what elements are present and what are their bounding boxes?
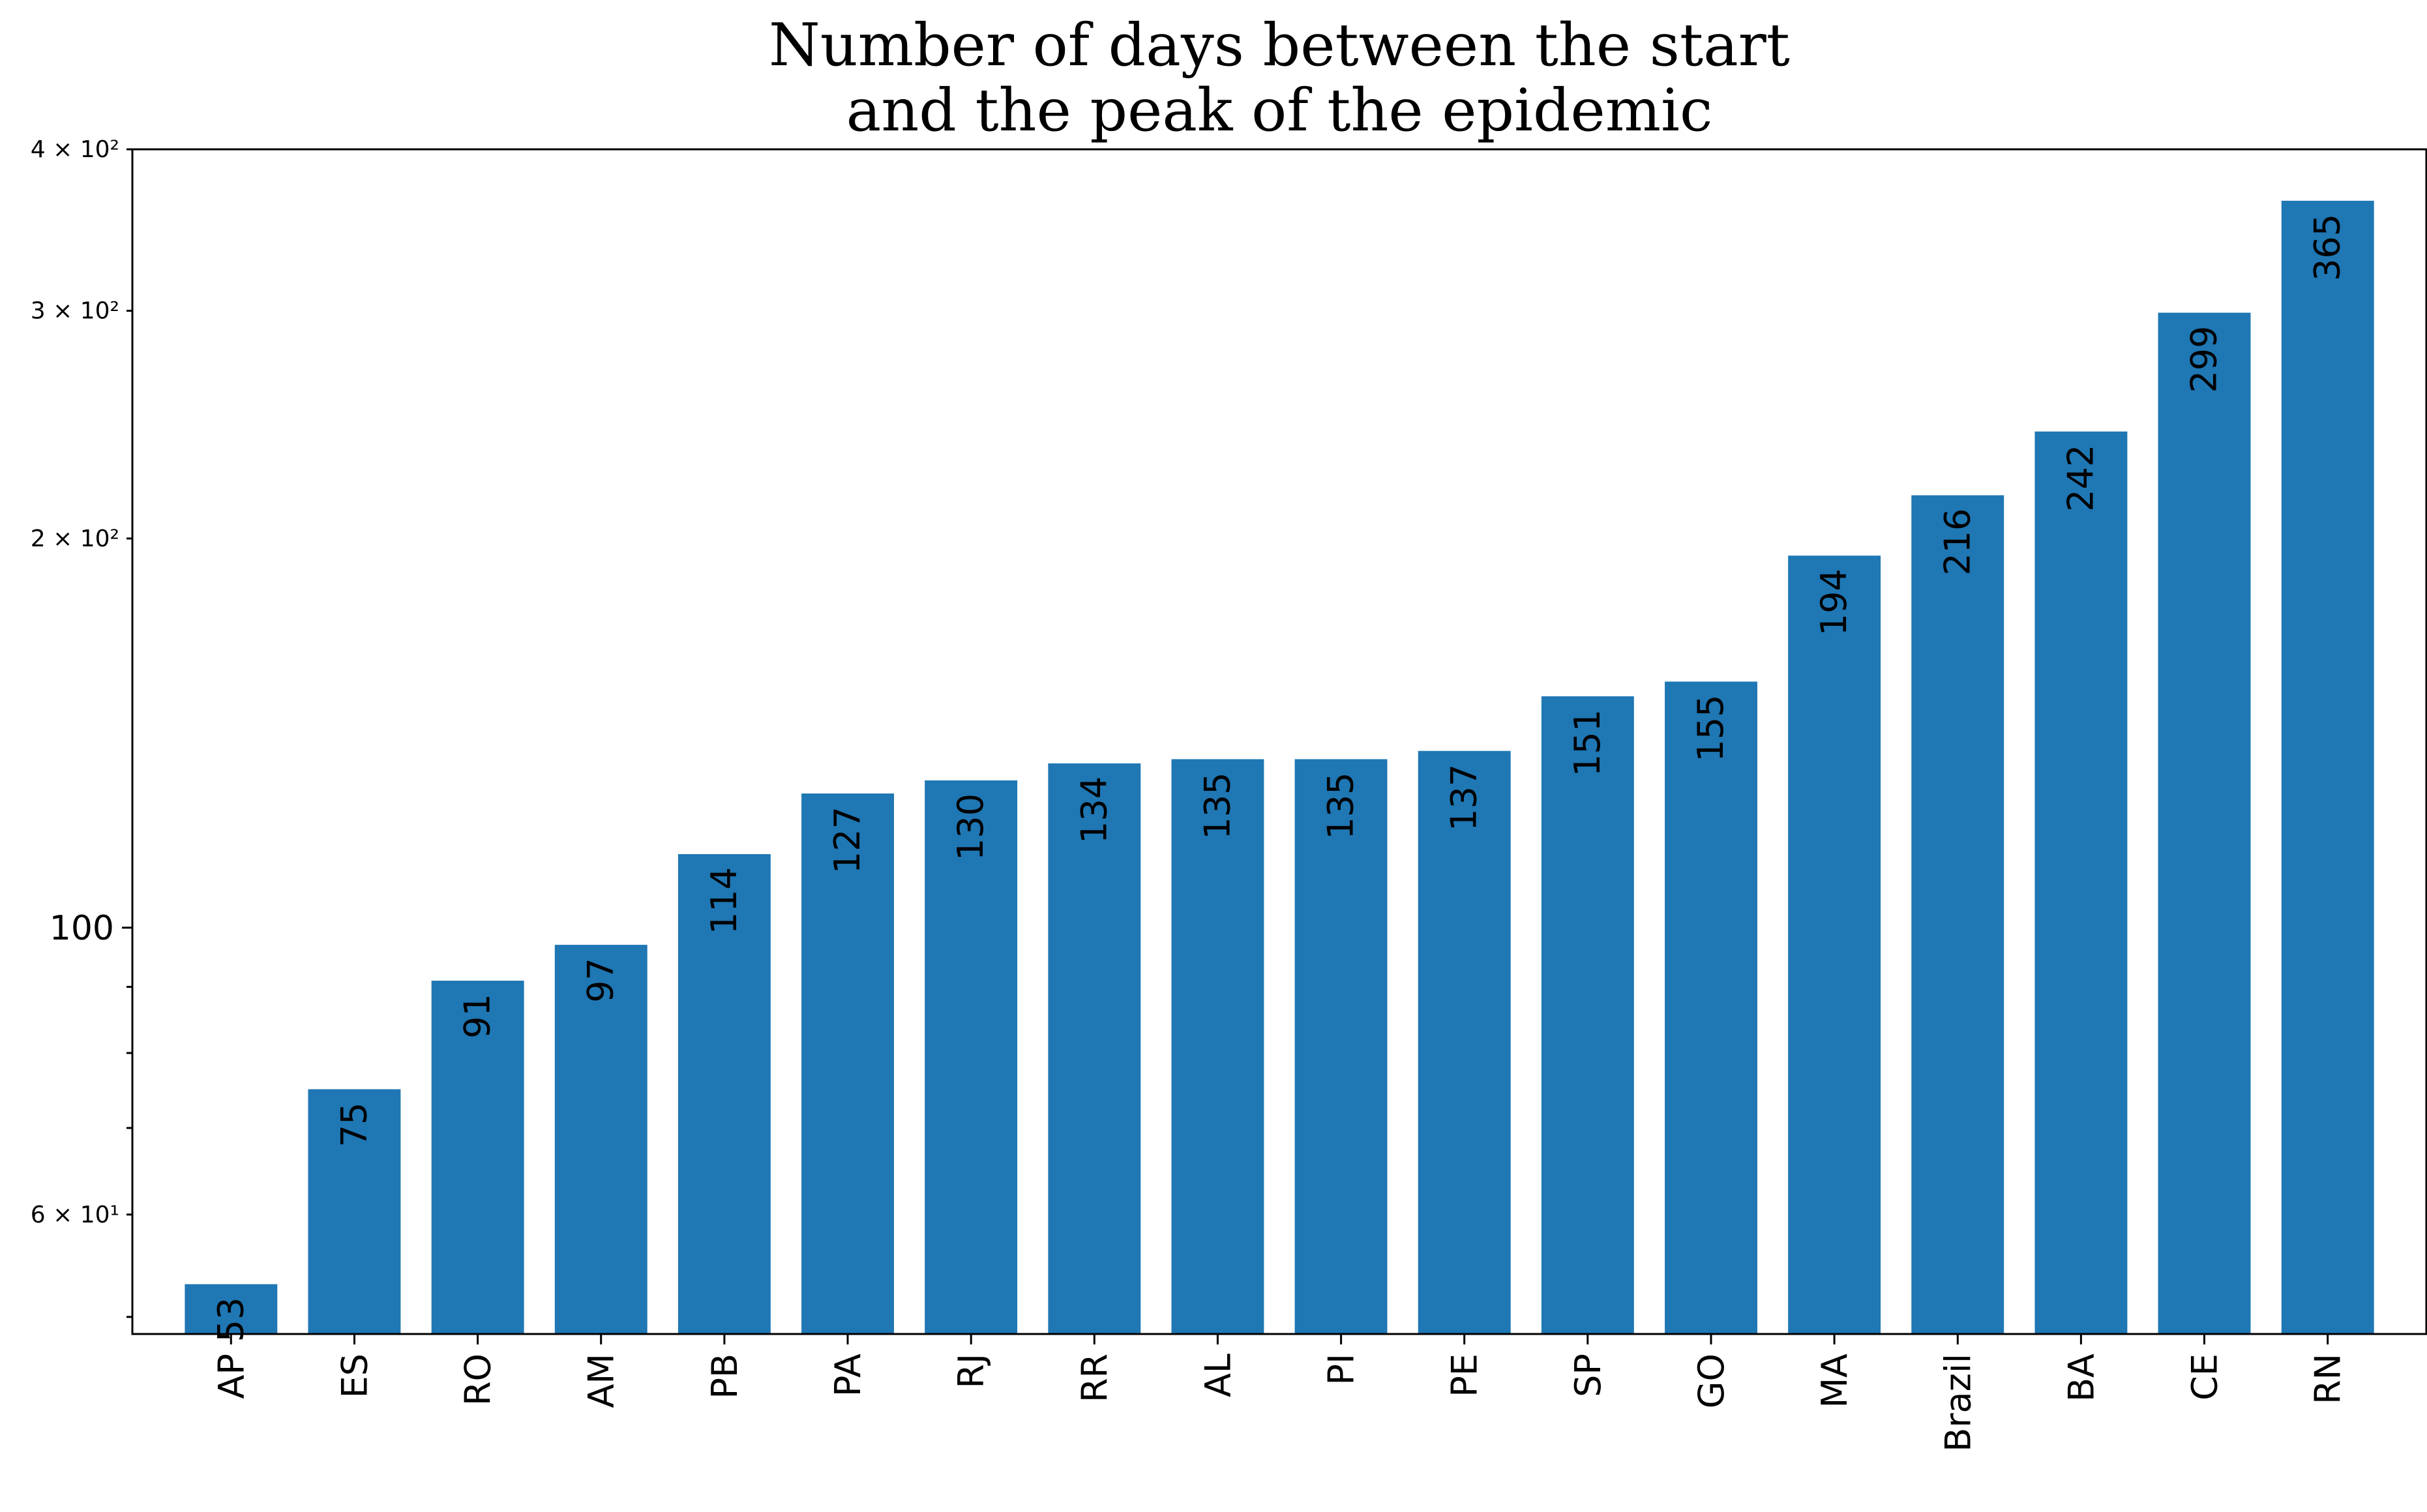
bar-ro	[431, 981, 524, 1334]
x-tick-label-ce: CE	[2184, 1354, 2226, 1401]
x-axis: AP ES RO AM PB PA RJ RR AL PI PE SP GO MA Brazil BA CE RN	[211, 1334, 2349, 1452]
bar-sp	[1541, 696, 1634, 1334]
x-tick-label-go: GO	[1691, 1354, 1732, 1408]
bar-brazil	[1911, 495, 2004, 1334]
x-tick-label-pa: PA	[827, 1354, 869, 1397]
bar-rj	[925, 780, 1018, 1334]
bar-es	[308, 1089, 401, 1334]
x-tick-label-al: AL	[1197, 1354, 1238, 1397]
bar-value-label-go: 155	[1690, 694, 1731, 762]
bar-value-label-pi: 135	[1320, 772, 1362, 839]
bar-value-label-pa: 127	[827, 807, 868, 874]
bar-value-label-sp: 151	[1567, 709, 1608, 777]
x-tick-label-sp: SP	[1568, 1354, 1609, 1397]
y-axis: 100 6 × 10¹ 2 × 10² 3 × 10² 4 × 10²	[31, 136, 132, 1318]
x-tick-label-es: ES	[335, 1354, 376, 1398]
x-tick-label-ba: BA	[2061, 1354, 2102, 1402]
bar-ba	[2034, 431, 2128, 1334]
plot-frame	[131, 148, 2427, 1335]
x-tick-label-pi: PI	[1321, 1354, 1362, 1386]
x-tick-label-ma: MA	[1814, 1354, 1855, 1408]
bar-value-label-am: 97	[580, 958, 621, 1003]
bar-am	[554, 945, 648, 1334]
bar-al	[1171, 759, 1264, 1334]
bar-pb	[677, 854, 771, 1334]
x-tick-label-pe: PE	[1444, 1354, 1485, 1397]
bar-value-label-rj: 130	[950, 793, 991, 861]
bar-value-label-rr: 134	[1073, 777, 1114, 844]
bar-go	[1665, 681, 1757, 1334]
x-tick-label-rn: RN	[2308, 1354, 2349, 1404]
chart-title-line-1: Number of days between the start	[769, 11, 1790, 80]
y-tick-label-400: 4 × 10²	[31, 136, 119, 163]
y-tick-label-200: 2 × 10²	[31, 526, 119, 552]
bar-value-label-ro: 91	[457, 994, 498, 1039]
bar-ce	[2158, 312, 2251, 1335]
x-tick-label-brazil: Brazil	[1937, 1354, 1978, 1452]
y-tick-label-300: 3 × 10²	[31, 298, 119, 325]
bar-value-label-pb: 114	[704, 867, 745, 934]
x-tick-label-pb: PB	[704, 1354, 745, 1399]
bar-pe	[1418, 750, 1511, 1334]
y-tick-label-100: 100	[50, 909, 114, 948]
bar-pa	[801, 793, 894, 1334]
x-tick-label-ro: RO	[458, 1354, 499, 1406]
bar-value-label-brazil: 216	[1937, 509, 1978, 576]
bar-pi	[1294, 759, 1388, 1334]
bar-value-label-al: 135	[1197, 772, 1238, 839]
x-tick-label-ap: AP	[211, 1354, 252, 1399]
bar-value-label-pe: 137	[1444, 764, 1485, 831]
bar-value-label-es: 75	[334, 1103, 375, 1148]
bar-value-label-ce: 299	[2184, 326, 2225, 393]
bar-value-label-ma: 194	[1813, 569, 1854, 636]
bar-value-label-rn: 365	[2307, 214, 2348, 281]
chart-title-line-2: and the peak of the epidemic	[846, 76, 1713, 145]
bar-rr	[1048, 763, 1141, 1334]
bar-value-label-ba: 242	[2060, 445, 2101, 512]
y-tick-label-60: 6 × 10¹	[31, 1202, 119, 1228]
x-tick-label-rr: RR	[1074, 1354, 1115, 1402]
x-tick-label-am: AM	[581, 1354, 622, 1408]
bar-rn	[2281, 200, 2374, 1334]
x-tick-label-rj: RJ	[951, 1354, 992, 1388]
bar-ap	[185, 1284, 278, 1334]
bar-ma	[1788, 556, 1881, 1335]
